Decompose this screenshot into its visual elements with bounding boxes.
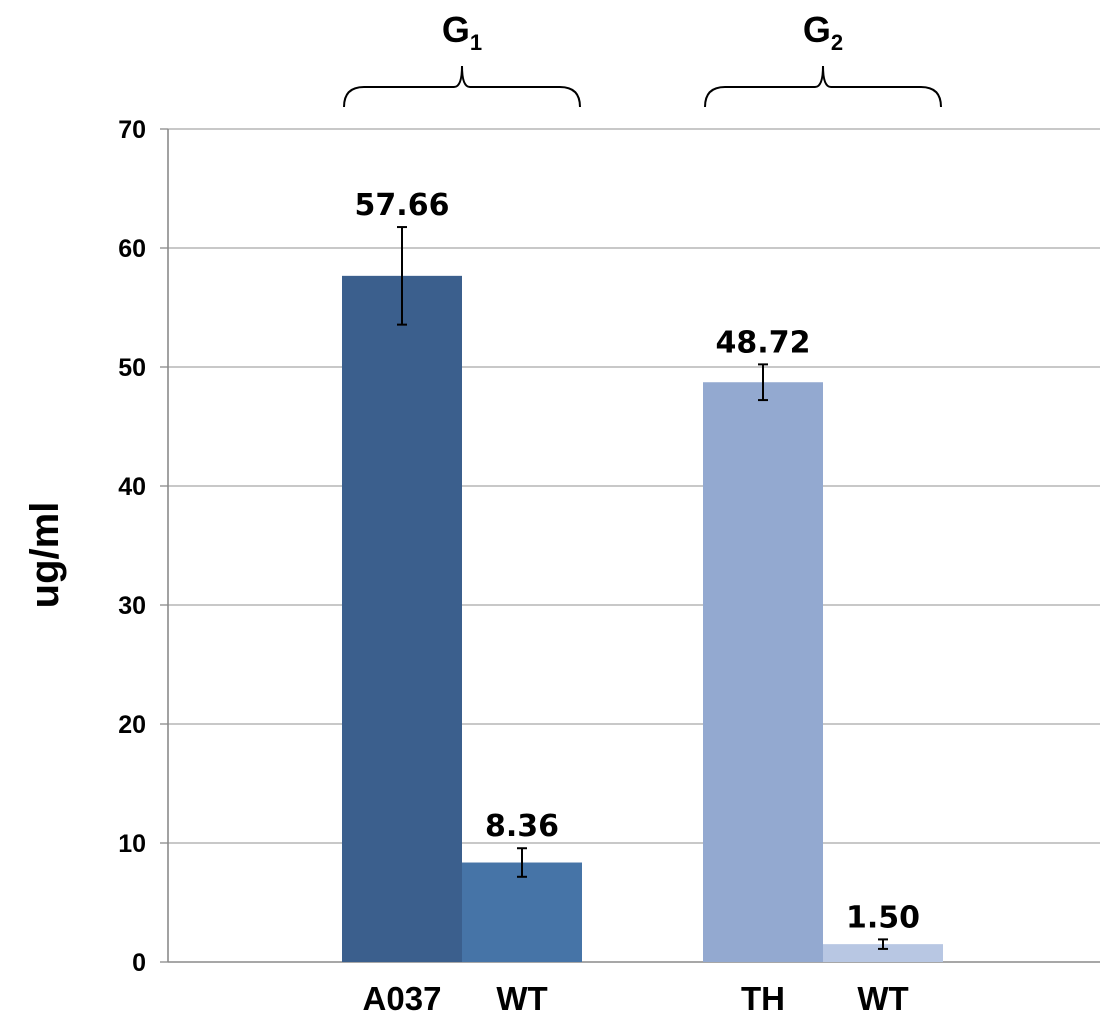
group-label-g2: G2 [803, 9, 843, 55]
category-label-th: TH [741, 980, 785, 1017]
category-label-wt: WT [857, 980, 908, 1017]
y-tick-label-40: 40 [118, 473, 146, 501]
y-tick-label-70: 70 [118, 116, 146, 144]
labels: 57.66 A037 8.36 WT 48.72 TH 1.50 WT [355, 188, 920, 1017]
y-tick-label-10: 10 [118, 830, 146, 858]
group-label-g1: G1 [442, 9, 482, 55]
y-tick-label-20: 20 [118, 711, 146, 739]
y-axis-label: ug/ml [23, 502, 67, 609]
bars [342, 226, 943, 962]
y-tick-label-50: 50 [118, 354, 146, 382]
bar-a037-g1 [342, 275, 462, 962]
y-axis: 0 10 20 30 40 50 60 70 [118, 116, 169, 977]
bar-wt-g1 [462, 862, 582, 962]
gridlines [168, 128, 1100, 963]
data-label-a037-g1: 57.66 [355, 188, 450, 223]
category-label-wt: WT [496, 980, 547, 1017]
y-tick-label-60: 60 [118, 235, 146, 263]
data-label-wt-g1: 8.36 [485, 809, 559, 844]
y-tick-label-0: 0 [132, 949, 146, 977]
group-brackets: G1 G2 [343, 9, 942, 108]
data-label-th-g2: 48.72 [716, 325, 811, 360]
data-label-wt-g2: 1.50 [846, 900, 920, 935]
group-bracket-g2 [704, 65, 942, 108]
category-label-a037: A037 [363, 980, 442, 1017]
bar-th-g2 [703, 382, 823, 962]
y-tick-label-30: 30 [118, 592, 146, 620]
group-bracket-g1 [343, 65, 581, 108]
bar-wt-g2 [823, 944, 943, 962]
